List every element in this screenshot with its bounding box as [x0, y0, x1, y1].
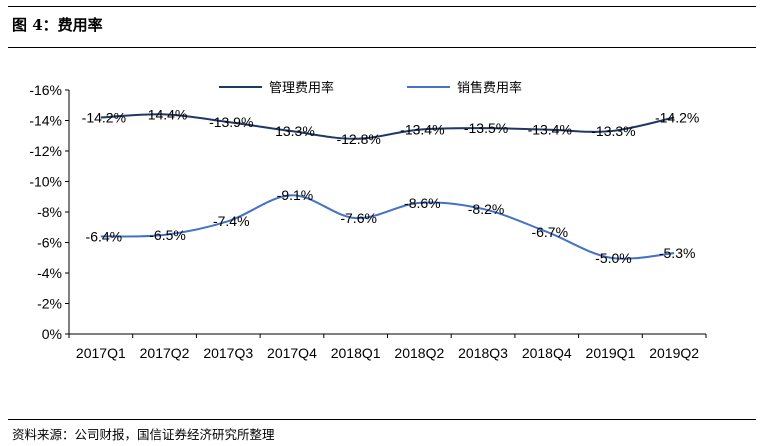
legend-label-1: 管理费用率: [269, 80, 334, 95]
y-tick-label: -10%: [29, 174, 62, 190]
data-label: -6.5%: [149, 227, 186, 243]
y-tick-label: 0%: [42, 326, 62, 342]
x-tick-label: 2019Q1: [586, 345, 636, 361]
chart-lines: [100, 113, 675, 260]
y-tick-label: -12%: [29, 143, 62, 159]
data-label: 14.4%: [148, 106, 188, 122]
x-tick-label: 2017Q4: [267, 345, 317, 361]
data-label: -5.3%: [659, 245, 696, 261]
data-label: -5.0%: [595, 250, 632, 266]
data-label: -7.4%: [213, 213, 250, 229]
y-tick-label: -2%: [37, 296, 62, 312]
x-tick-label: 2019Q2: [649, 345, 699, 361]
x-tick-label: 2017Q1: [76, 345, 126, 361]
chart-legend: 管理费用率 销售费用率: [219, 80, 522, 95]
data-label: -13.4%: [528, 122, 572, 138]
data-label: -9.1%: [277, 187, 314, 203]
title-rule: [8, 47, 756, 48]
data-label: -13.4%: [400, 122, 444, 138]
x-tick-label: 2017Q2: [140, 345, 190, 361]
expense-ratio-chart: 0% -2% -4% -6% -8% -10% -12% -14% -16% 2017Q1 2017…: [29, 80, 707, 361]
chart-axes: 0% -2% -4% -6% -8% -10% -12% -14% -16% 2017Q1 2017…: [29, 82, 707, 361]
data-label: -14.2%: [655, 109, 699, 125]
bottom-rule: [8, 419, 756, 420]
legend-label-2: 销售费用率: [457, 80, 522, 95]
data-label: -7.6%: [340, 210, 377, 226]
y-tick-label: -16%: [29, 82, 62, 98]
data-label: -13.3%: [591, 123, 635, 139]
data-label: -14.2%: [82, 109, 126, 125]
data-label: -8.2%: [468, 201, 505, 217]
data-label: -13.5%: [464, 120, 508, 136]
data-label: 13.3%: [275, 123, 315, 139]
y-tick-label: -6%: [37, 235, 62, 251]
data-label: -12.8%: [336, 131, 380, 147]
data-label: -6.7%: [531, 224, 568, 240]
x-tick-label: 2018Q1: [331, 345, 381, 361]
x-tick-label: 2018Q4: [522, 345, 572, 361]
figure-title: 图 4：费用率: [12, 16, 103, 34]
chart-data-labels: -14.2% 14.4% -13.9% 13.3% -12.8% -13.4% -13.5%…: [82, 106, 700, 265]
x-tick-label: 2018Q3: [458, 345, 508, 361]
series-line-1: [100, 113, 675, 140]
source-note: 资料来源：公司财报，国信证券经济研究所整理: [12, 427, 275, 442]
data-label: -6.4%: [86, 228, 123, 244]
y-tick-label: -4%: [37, 265, 62, 281]
top-rule: [8, 6, 756, 7]
series-line-2: [100, 194, 675, 260]
x-tick-label: 2017Q3: [203, 345, 253, 361]
y-tick-label: -14%: [29, 113, 62, 129]
data-label: -8.6%: [404, 195, 441, 211]
data-label: -13.9%: [209, 114, 253, 130]
x-tick-label: 2018Q2: [394, 345, 444, 361]
y-tick-label: -8%: [37, 204, 62, 220]
